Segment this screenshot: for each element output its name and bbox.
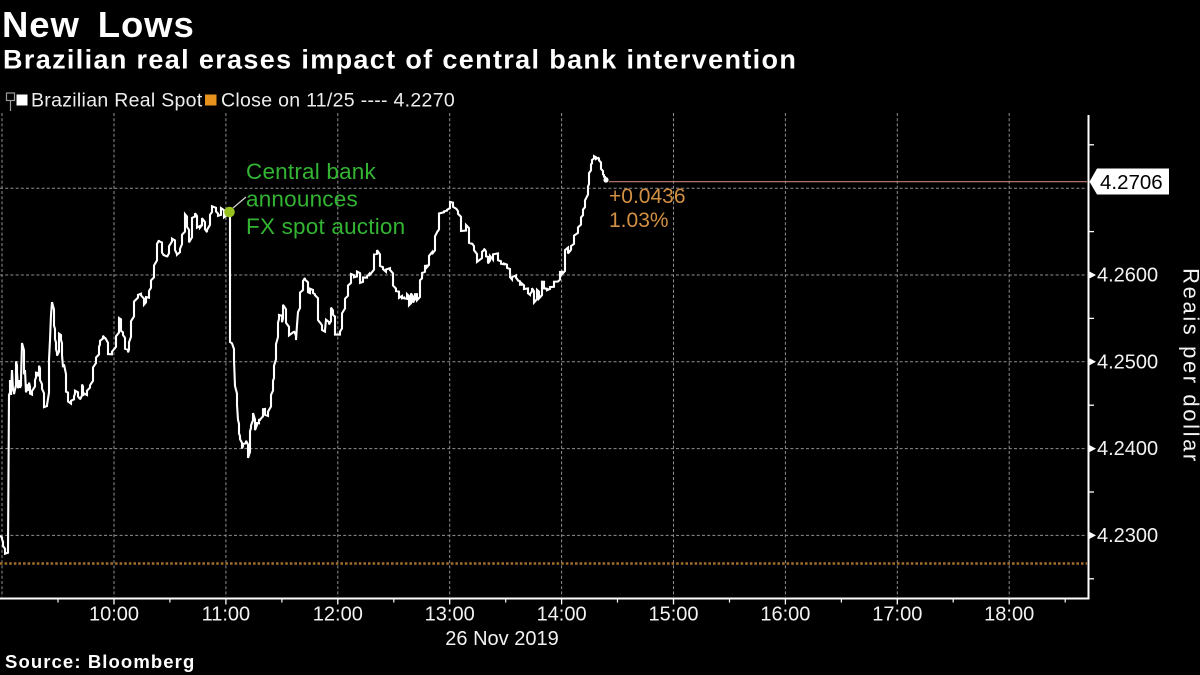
svg-text:11:00: 11:00 (202, 604, 251, 626)
svg-text:4.2300: 4.2300 (1097, 525, 1158, 547)
svg-text:4.2706: 4.2706 (1100, 171, 1163, 194)
svg-text:14:00: 14:00 (537, 604, 587, 626)
svg-text:1.03%: 1.03% (609, 209, 669, 232)
svg-text:Central bank: Central bank (246, 159, 377, 184)
svg-text:New Lows: New Lows (2, 4, 195, 45)
svg-text:18:00: 18:00 (984, 604, 1034, 626)
svg-text:12:00: 12:00 (313, 604, 363, 626)
svg-text:+0.0436: +0.0436 (609, 185, 686, 208)
svg-text:17:00: 17:00 (872, 604, 922, 626)
svg-text:FX spot auction: FX spot auction (246, 214, 405, 239)
svg-text:Reais per dollar: Reais per dollar (1179, 268, 1200, 464)
svg-text:13:00: 13:00 (425, 604, 475, 626)
svg-text:4.2500: 4.2500 (1097, 351, 1158, 373)
svg-text:announces: announces (246, 187, 358, 212)
svg-text:4.2400: 4.2400 (1097, 438, 1158, 460)
svg-text:Source: Bloomberg: Source: Bloomberg (5, 651, 195, 672)
svg-text:10:00: 10:00 (89, 604, 139, 626)
svg-text:15:00: 15:00 (648, 604, 698, 626)
svg-text:Close on 11/25 ---- 4.2270: Close on 11/25 ---- 4.2270 (221, 90, 455, 112)
svg-text:16:00: 16:00 (760, 604, 810, 626)
svg-text:26 Nov 2019: 26 Nov 2019 (445, 628, 558, 650)
svg-text:4.2600: 4.2600 (1097, 265, 1158, 287)
svg-text:Brazilian real erases impact o: Brazilian real erases impact of central … (3, 45, 797, 75)
svg-text:Brazilian Real Spot: Brazilian Real Spot (31, 90, 203, 112)
